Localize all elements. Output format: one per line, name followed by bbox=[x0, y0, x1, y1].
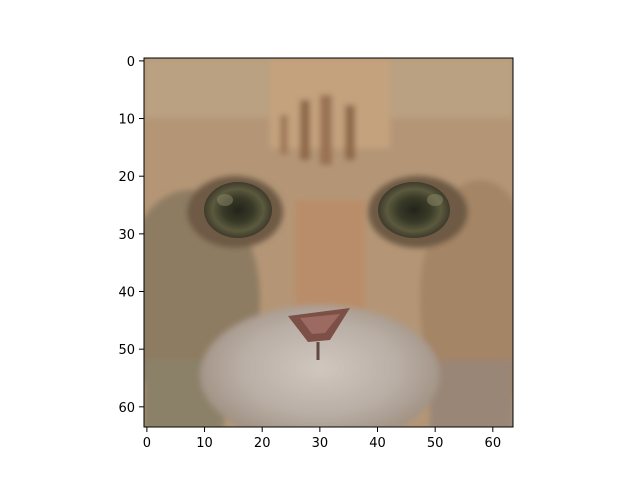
y-tick-label: 10 bbox=[118, 113, 135, 128]
y-tick-label: 0 bbox=[127, 55, 135, 70]
axes-frame bbox=[143, 57, 514, 428]
x-tick-label: 0 bbox=[143, 436, 151, 451]
y-tick-label: 20 bbox=[118, 170, 135, 185]
cat-image bbox=[144, 58, 513, 427]
x-axis: 0 10 20 30 40 50 60 bbox=[143, 427, 501, 451]
left-eye bbox=[204, 182, 272, 238]
y-tick-label: 60 bbox=[118, 401, 135, 416]
right-eye bbox=[378, 182, 450, 238]
x-tick-label: 50 bbox=[427, 436, 444, 451]
y-tick-label: 50 bbox=[118, 343, 135, 358]
y-axis: 0 10 20 30 40 50 60 bbox=[118, 55, 144, 416]
x-tick-label: 20 bbox=[254, 436, 271, 451]
y-tick-label: 40 bbox=[118, 286, 135, 301]
x-tick-label: 10 bbox=[196, 436, 213, 451]
y-tick-label: 30 bbox=[118, 228, 135, 243]
x-tick-label: 30 bbox=[312, 436, 329, 451]
x-tick-label: 60 bbox=[485, 436, 502, 451]
x-tick-label: 40 bbox=[369, 436, 386, 451]
